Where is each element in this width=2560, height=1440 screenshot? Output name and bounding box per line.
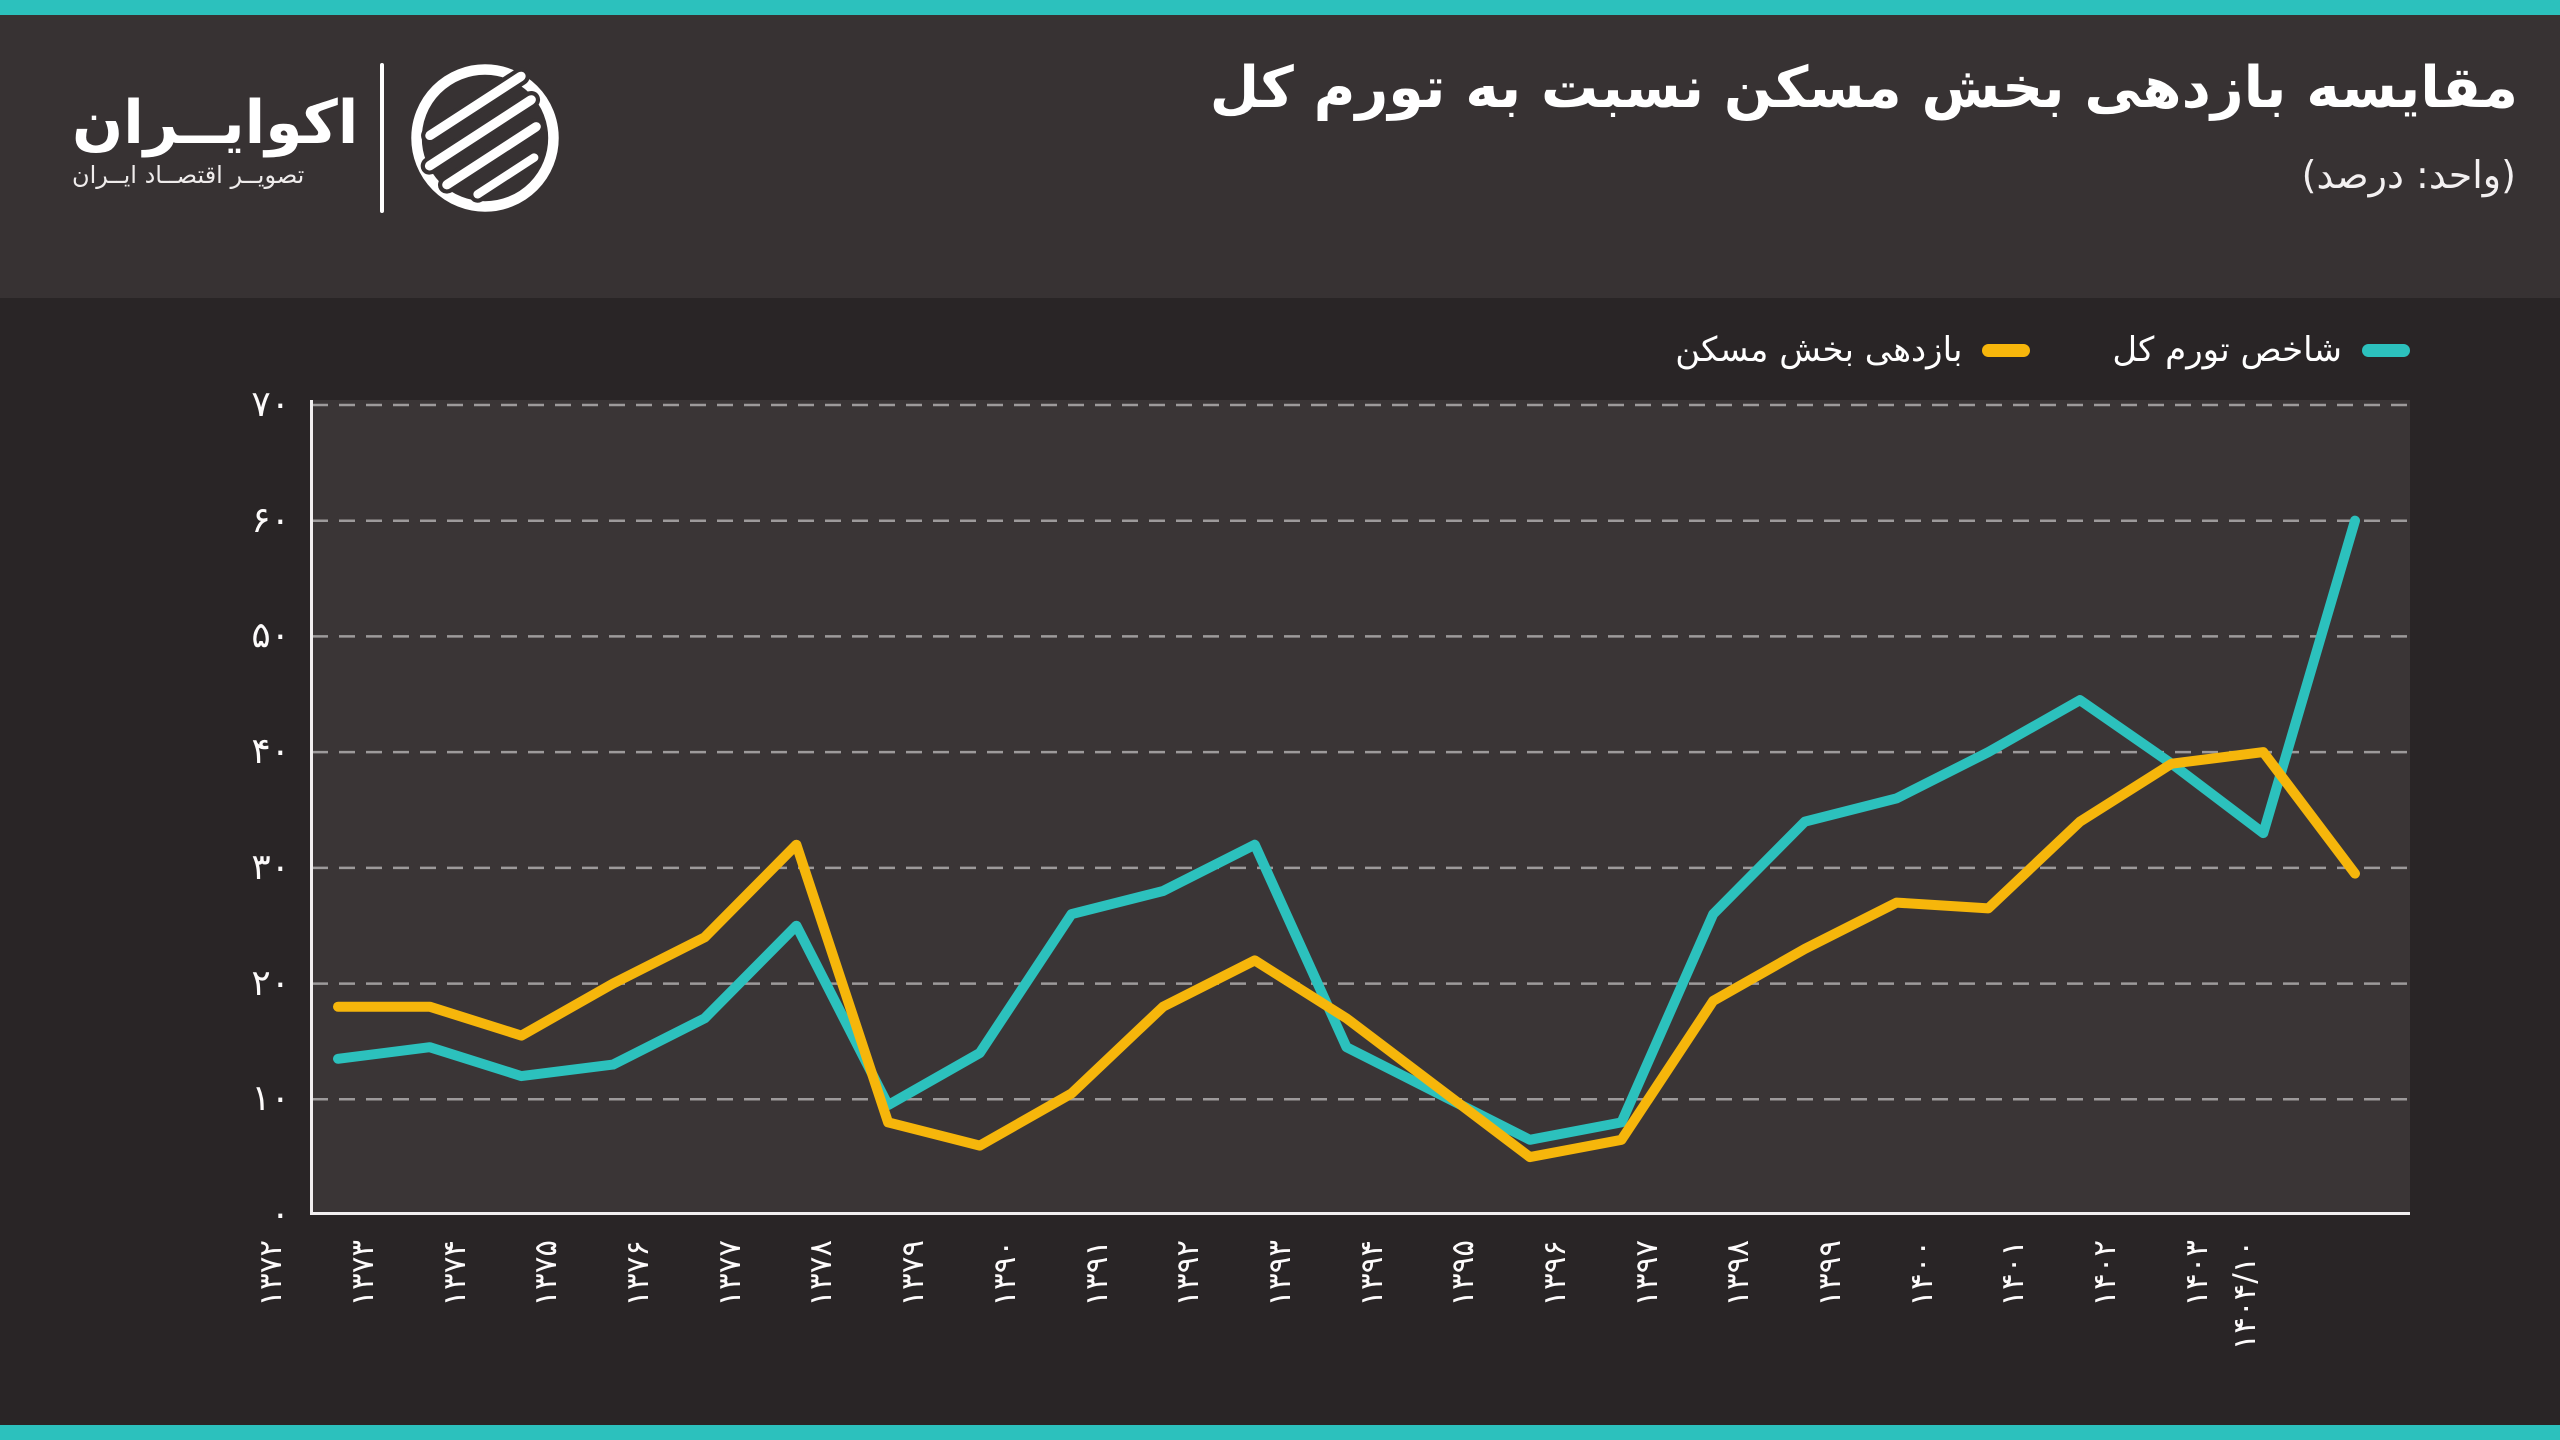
unit-subtitle: (واحد: درصد) xyxy=(2301,153,2516,197)
logo-separator xyxy=(380,63,385,213)
legend-swatch-icon xyxy=(1982,343,2031,357)
top-accent-bar xyxy=(0,0,2560,15)
y-axis-label: ۲۰ xyxy=(251,962,290,1004)
legend-label: بازدهی بخش مسکن xyxy=(1675,330,1963,370)
y-axis-label: ۷۰ xyxy=(251,384,290,425)
plot-area-background xyxy=(310,400,2410,1215)
legend-label: شاخص تورم کل xyxy=(2112,330,2342,370)
y-axis-label: ۴۰ xyxy=(251,731,290,773)
legend-item-0: شاخص تورم کل xyxy=(2112,330,2410,370)
series-line-0 xyxy=(333,515,2360,1145)
logo-tagline: تصویــر اقتصــاد ایــران xyxy=(72,161,305,189)
y-axis-label: ۳۰ xyxy=(251,846,290,888)
legend-swatch-icon xyxy=(2362,343,2410,357)
line-chart xyxy=(310,400,2410,1215)
header: مقایسه بازدهی بخش مسکن نسبت به تورم کل (… xyxy=(0,15,2560,298)
y-axis-label: ۵۰ xyxy=(251,615,290,657)
ecoiran-emblem-icon xyxy=(411,64,560,212)
chart-legend: شاخص تورم کل بازدهی بخش مسکن xyxy=(1675,330,2410,370)
bottom-accent-bar xyxy=(0,1425,2560,1440)
ecoiran-logo: اکوایــران تصویــر اقتصــاد ایــران xyxy=(72,53,564,223)
y-axis-label: ۶۰ xyxy=(251,499,290,541)
legend-item-1: بازدهی بخش مسکن xyxy=(1675,330,2031,370)
logo-wordmark: اکوایــران xyxy=(72,88,359,158)
y-axis-label: ۰ xyxy=(270,1194,290,1235)
logo-text: اکوایــران تصویــر اقتصــاد ایــران xyxy=(72,87,358,189)
y-axis-label: ۱۰ xyxy=(251,1078,290,1120)
page-title: مقایسه بازدهی بخش مسکن نسبت به تورم کل xyxy=(1209,55,2519,121)
series-line-1 xyxy=(333,747,2360,1163)
